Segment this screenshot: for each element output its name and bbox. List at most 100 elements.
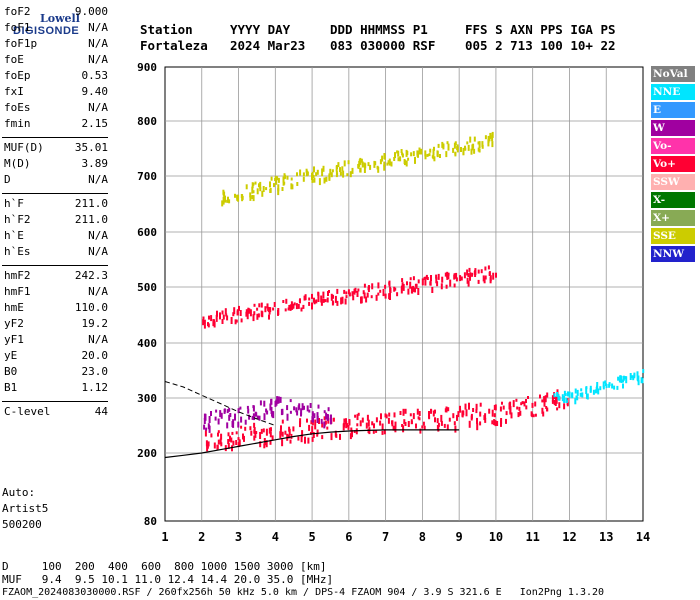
echo-mark (314, 419, 317, 425)
echo-mark (471, 272, 474, 277)
echo-mark (203, 413, 206, 420)
echo-mark (285, 298, 288, 304)
logo-lowell: Lowell (40, 12, 80, 25)
echo-mark (466, 269, 469, 276)
echo-mark (510, 412, 513, 419)
echo-mark (616, 385, 619, 390)
echo-mark (269, 307, 272, 313)
echo-mark (521, 401, 524, 405)
echo-mark (317, 291, 320, 296)
param-row: B1 1.12 (4, 380, 108, 396)
echo-mark (237, 408, 240, 414)
echo-mark (446, 271, 449, 278)
param-row: foE N/A (4, 52, 108, 68)
echo-mark (534, 413, 537, 417)
echo-mark (263, 413, 266, 421)
legend-entry: Vo+ (651, 156, 695, 172)
echo-mark (431, 287, 434, 293)
echo-mark (300, 435, 303, 443)
echo-mark (297, 303, 300, 309)
echo-mark (377, 166, 380, 173)
echo-mark (208, 425, 211, 430)
echo-mark (574, 398, 577, 405)
echo-mark (300, 307, 303, 312)
echo-mark (300, 412, 302, 417)
echo-mark (216, 445, 219, 450)
echo-mark (328, 290, 330, 293)
echo-mark (383, 153, 386, 159)
echo-mark (388, 158, 391, 166)
param-row: foF1 N/A (4, 20, 108, 36)
echo-mark (222, 314, 225, 320)
echo-mark (275, 399, 278, 406)
echo-mark (441, 141, 444, 148)
echo-mark (399, 156, 402, 162)
echo-mark (363, 292, 366, 299)
echo-mark (265, 428, 268, 436)
echo-mark (323, 177, 326, 184)
echo-mark (622, 383, 624, 389)
echo-mark (313, 300, 316, 305)
echo-mark (266, 303, 269, 309)
echo-mark (509, 407, 512, 415)
echo-mark (345, 421, 348, 429)
echo-mark (465, 409, 468, 417)
echo-mark (429, 280, 432, 286)
echo-mark (459, 405, 461, 412)
echo-mark (335, 433, 338, 438)
legend-entry: NoVal (651, 66, 695, 82)
echo-mark (282, 181, 285, 186)
echo-mark (327, 407, 330, 412)
echo-mark (565, 399, 568, 403)
echo-mark (418, 147, 421, 155)
echo-mark (248, 414, 251, 420)
echo-mark (323, 410, 326, 414)
echo-mark (323, 421, 326, 429)
param-value: 19.2 (81, 317, 109, 330)
param-row: yE 20.0 (4, 348, 108, 364)
echo-mark (286, 413, 289, 421)
param-row: foF2 9.000 (4, 4, 108, 20)
echo-mark (532, 414, 535, 418)
echo-mark (343, 418, 346, 423)
echo-mark (568, 391, 571, 398)
echo-mark (296, 410, 299, 416)
echo-mark (240, 318, 243, 323)
param-row: foEs N/A (4, 100, 108, 116)
echo-mark (301, 403, 304, 411)
echo-mark (361, 417, 364, 423)
param-value: N/A (88, 245, 108, 258)
param-key: foF1 (4, 21, 31, 34)
echo-mark (602, 381, 605, 388)
echo-mark (469, 272, 472, 278)
echo-mark (419, 428, 422, 434)
y-tick-label: 900 (137, 61, 157, 74)
echo-mark (425, 274, 428, 279)
echo-mark (226, 409, 229, 414)
echo-mark (546, 392, 549, 398)
echo-mark (312, 175, 315, 178)
echo-mark (323, 416, 326, 421)
echo-mark (260, 428, 263, 434)
echo-mark (369, 164, 372, 170)
echo-mark (553, 400, 556, 405)
echo-mark (325, 412, 328, 420)
echo-mark (339, 433, 341, 440)
echo-mark (217, 439, 220, 445)
echo-mark (311, 420, 314, 426)
param-key: B1 (4, 381, 18, 394)
param-key: h`E (4, 229, 24, 242)
echo-mark (281, 431, 284, 437)
echo-mark (622, 375, 625, 381)
echo-mark (416, 408, 419, 415)
echo-mark (405, 160, 408, 167)
echo-mark (383, 164, 386, 171)
echo-mark (487, 139, 490, 147)
param-value: N/A (88, 173, 108, 186)
echo-mark (324, 420, 327, 425)
echo-mark (443, 423, 446, 428)
echo-mark (477, 279, 480, 284)
echo-mark (222, 189, 225, 195)
echo-mark (219, 438, 222, 445)
echo-mark (379, 159, 382, 165)
